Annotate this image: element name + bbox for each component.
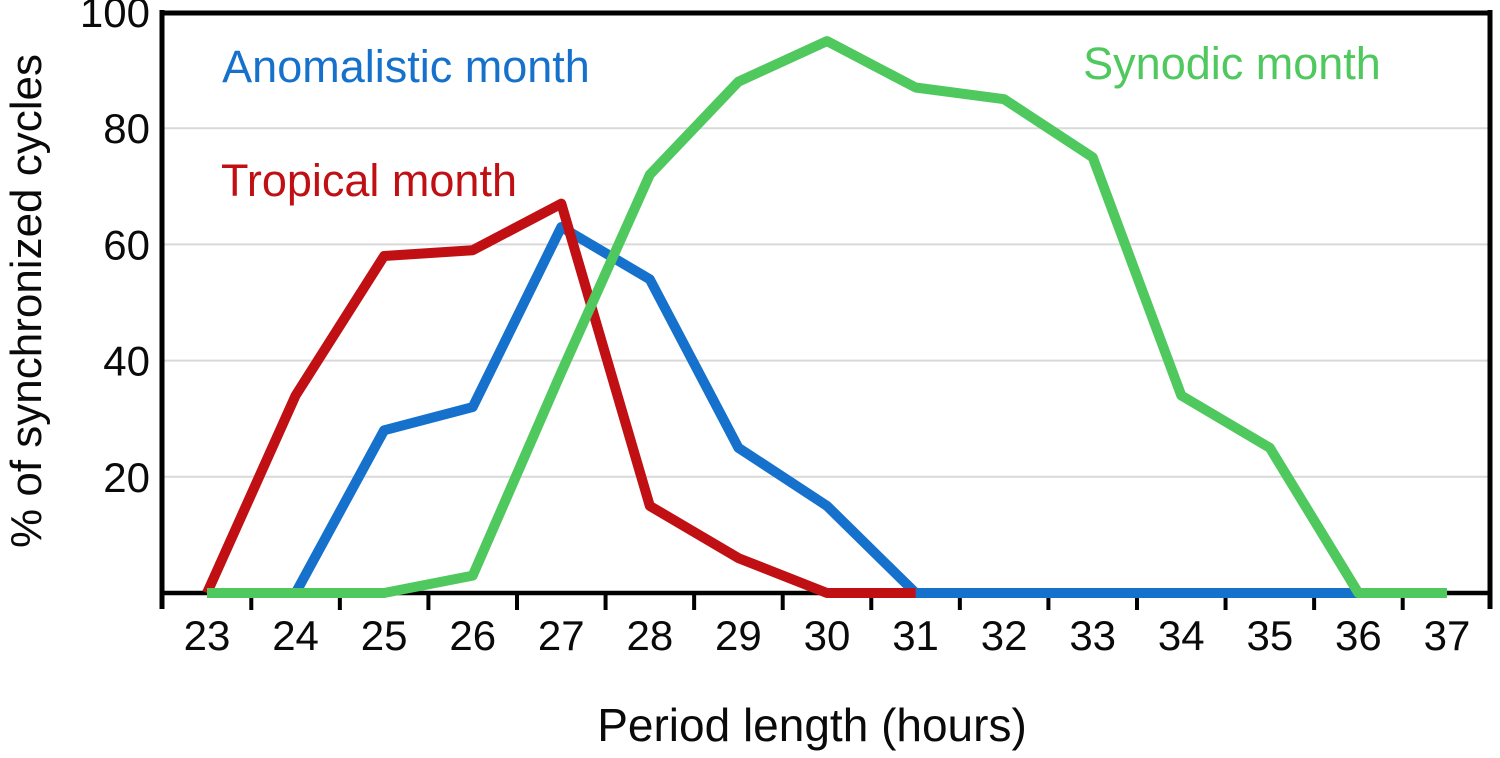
x-tick-label-36: 36	[1335, 612, 1382, 659]
x-tick-label-37: 37	[1424, 612, 1471, 659]
x-tick-label-32: 32	[981, 612, 1028, 659]
x-tick-label-26: 26	[449, 612, 496, 659]
y-tick-label-80: 80	[103, 105, 150, 152]
series-label-anomalistic-month: Anomalistic month	[222, 41, 590, 92]
x-tick-label-24: 24	[272, 612, 319, 659]
x-tick-label-33: 33	[1069, 612, 1116, 659]
series-label-tropical-month: Tropical month	[221, 155, 517, 206]
x-tick-label-29: 29	[715, 612, 762, 659]
x-tick-label-25: 25	[361, 612, 408, 659]
x-tick-label-30: 30	[804, 612, 851, 659]
x-tick-label-28: 28	[626, 612, 673, 659]
x-tick-label-31: 31	[892, 612, 939, 659]
x-tick-label-23: 23	[184, 612, 231, 659]
x-axis-title: Period length (hours)	[597, 699, 1027, 751]
series-line-synodic-month	[207, 36, 1447, 598]
y-tick-label-100: 100	[80, 0, 150, 36]
x-tick-label-35: 35	[1246, 612, 1293, 659]
series-line-tropical-month	[202, 198, 916, 598]
x-tick-label-27: 27	[538, 612, 585, 659]
x-tick-label-34: 34	[1158, 612, 1205, 659]
series-line-anomalistic-month	[291, 222, 1359, 598]
y-tick-label-40: 40	[103, 338, 150, 385]
y-tick-label-60: 60	[103, 221, 150, 268]
series-label-synodic-month: Synodic month	[1083, 38, 1381, 89]
y-tick-label-20: 20	[103, 454, 150, 501]
y-axis-title: % of synchronized cycles	[2, 54, 51, 548]
